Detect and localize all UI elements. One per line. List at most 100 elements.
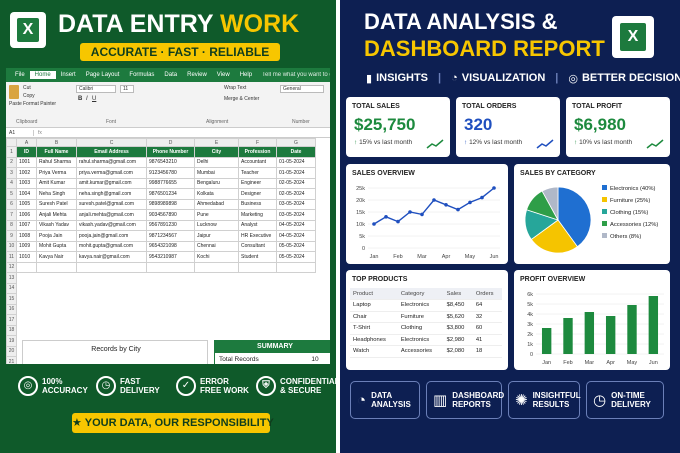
table-cell[interactable]: 9654321098	[146, 240, 195, 252]
table-cell[interactable]: 9988776655	[146, 177, 195, 189]
table-cell[interactable]: 03-05-2024	[276, 198, 316, 210]
table-cell[interactable]: 03-05-2024	[276, 209, 316, 221]
row-number[interactable]: 8	[6, 219, 17, 231]
feature-button-delivery[interactable]: ◷ ON-TIME DELIVERY	[586, 381, 664, 419]
format-painter-button[interactable]: Format Painter	[23, 101, 57, 107]
table-cell[interactable]: Neha Singh	[36, 188, 77, 200]
table-cell[interactable]: Vikash Yadav	[36, 219, 77, 231]
table-cell[interactable]: 1006	[16, 209, 37, 221]
table-cell[interactable]: 02-05-2024	[276, 177, 316, 189]
row-number[interactable]: 2	[6, 156, 17, 168]
paste-icon[interactable]	[9, 85, 19, 99]
row-number[interactable]: 11	[6, 251, 17, 263]
font-size-select[interactable]: 11	[120, 85, 134, 93]
underline-button[interactable]: U	[92, 96, 97, 102]
table-cell[interactable]: 9567891230	[146, 219, 195, 231]
table-cell[interactable]: Chennai	[194, 240, 239, 252]
column-header[interactable]: Profession	[238, 146, 277, 158]
row-number[interactable]: 15	[6, 293, 17, 305]
table-cell[interactable]: 9876501234	[146, 188, 195, 200]
italic-button[interactable]: I	[86, 96, 88, 102]
name-box[interactable]: A1	[6, 129, 34, 136]
table-cell[interactable]: kavya.nair@gmail.com	[76, 251, 147, 263]
table-cell[interactable]: 1009	[16, 240, 37, 252]
row-number[interactable]: 6	[6, 198, 17, 210]
column-letter[interactable]: A	[16, 138, 37, 147]
table-cell[interactable]	[146, 261, 195, 273]
table-cell[interactable]: 1007	[16, 219, 37, 231]
table-cell[interactable]: rahul.sharma@gmail.com	[76, 156, 147, 168]
table-cell[interactable]	[16, 261, 37, 273]
table-cell[interactable]: 9876543210	[146, 156, 195, 168]
table-cell[interactable]: 9871234567	[146, 230, 195, 242]
row-number[interactable]: 19	[6, 335, 17, 347]
menu-formulas[interactable]: Formulas	[129, 72, 155, 78]
cut-button[interactable]: Cut	[23, 85, 31, 91]
table-cell[interactable]: 05-05-2024	[276, 251, 316, 263]
table-cell[interactable]: Kavya Nair	[36, 251, 77, 263]
row-number[interactable]: 18	[6, 324, 17, 336]
table-cell[interactable]: 9123456780	[146, 167, 195, 179]
table-cell[interactable]: 02-05-2024	[276, 188, 316, 200]
table-cell[interactable]: mohit.gupta@gmail.com	[76, 240, 147, 252]
table-cell[interactable]: 05-05-2024	[276, 240, 316, 252]
row-number[interactable]: 20	[6, 345, 17, 357]
row-number[interactable]: 14	[6, 282, 17, 294]
table-cell[interactable]: 9543210987	[146, 251, 195, 263]
font-select[interactable]: Calibri	[76, 85, 116, 93]
column-letter[interactable]: E	[194, 138, 239, 147]
table-cell[interactable]: priya.verma@gmail.com	[76, 167, 147, 179]
table-cell[interactable]: Suresh Patel	[36, 198, 77, 210]
table-cell[interactable]: Marketing	[238, 209, 277, 221]
table-cell[interactable]: 1002	[16, 167, 37, 179]
table-cell[interactable]: Engineer	[238, 177, 277, 189]
table-cell[interactable]: 9898989898	[146, 198, 195, 210]
number-format-select[interactable]: General	[280, 85, 324, 93]
tell-me-search[interactable]: Tell me what you want to do	[262, 72, 330, 78]
table-cell[interactable]	[36, 261, 77, 273]
table-cell[interactable]: amit.kumar@gmail.com	[76, 177, 147, 189]
row-number[interactable]: 3	[6, 167, 17, 179]
table-cell[interactable]: Accountant	[238, 156, 277, 168]
table-cell[interactable]: 9034567890	[146, 209, 195, 221]
row-number[interactable]: 16	[6, 303, 17, 315]
menu-help[interactable]: Help	[239, 72, 253, 78]
table-cell[interactable]: 01-05-2024	[276, 156, 316, 168]
table-cell[interactable]: anjali.mehta@gmail.com	[76, 209, 147, 221]
table-cell[interactable]: pooja.jain@gmail.com	[76, 230, 147, 242]
menu-data[interactable]: Data	[164, 72, 178, 78]
menu-page-layout[interactable]: Page Layout	[85, 72, 120, 78]
table-cell[interactable]: neha.singh@gmail.com	[76, 188, 147, 200]
table-cell[interactable]: 1008	[16, 230, 37, 242]
table-cell[interactable]: Designer	[238, 188, 277, 200]
table-cell[interactable]: Rahul Sharma	[36, 156, 77, 168]
column-header[interactable]: Full Name	[36, 146, 77, 158]
row-number[interactable]: 21	[6, 356, 17, 364]
column-letter[interactable]: F	[238, 138, 277, 147]
table-cell[interactable]	[194, 261, 239, 273]
table-cell[interactable]	[238, 261, 277, 273]
paste-button[interactable]: Paste	[9, 101, 22, 107]
table-cell[interactable]: 04-05-2024	[276, 230, 316, 242]
row-number[interactable]: 1	[6, 146, 17, 158]
table-cell[interactable]: HR Executive	[238, 230, 277, 242]
column-header[interactable]: Date	[276, 146, 316, 158]
copy-button[interactable]: Copy	[23, 93, 35, 99]
table-cell[interactable]: 1005	[16, 198, 37, 210]
table-cell[interactable]: Bengaluru	[194, 177, 239, 189]
row-number[interactable]: 5	[6, 188, 17, 200]
column-header[interactable]: Phone Number	[146, 146, 195, 158]
menu-file[interactable]: File	[15, 72, 25, 78]
row-number[interactable]: 12	[6, 261, 17, 273]
table-cell[interactable]	[76, 261, 147, 273]
table-cell[interactable]: Amit Kumar	[36, 177, 77, 189]
menu-home[interactable]: Home	[29, 71, 56, 79]
table-cell[interactable]: Teacher	[238, 167, 277, 179]
table-cell[interactable]: 1001	[16, 156, 37, 168]
table-cell[interactable]: 04-05-2024	[276, 219, 316, 231]
menu-review[interactable]: Review	[187, 72, 207, 78]
table-cell[interactable]: Anjali Mehta	[36, 209, 77, 221]
column-letter[interactable]: C	[76, 138, 147, 147]
row-number[interactable]: 13	[6, 272, 17, 284]
table-cell[interactable]	[276, 261, 316, 273]
